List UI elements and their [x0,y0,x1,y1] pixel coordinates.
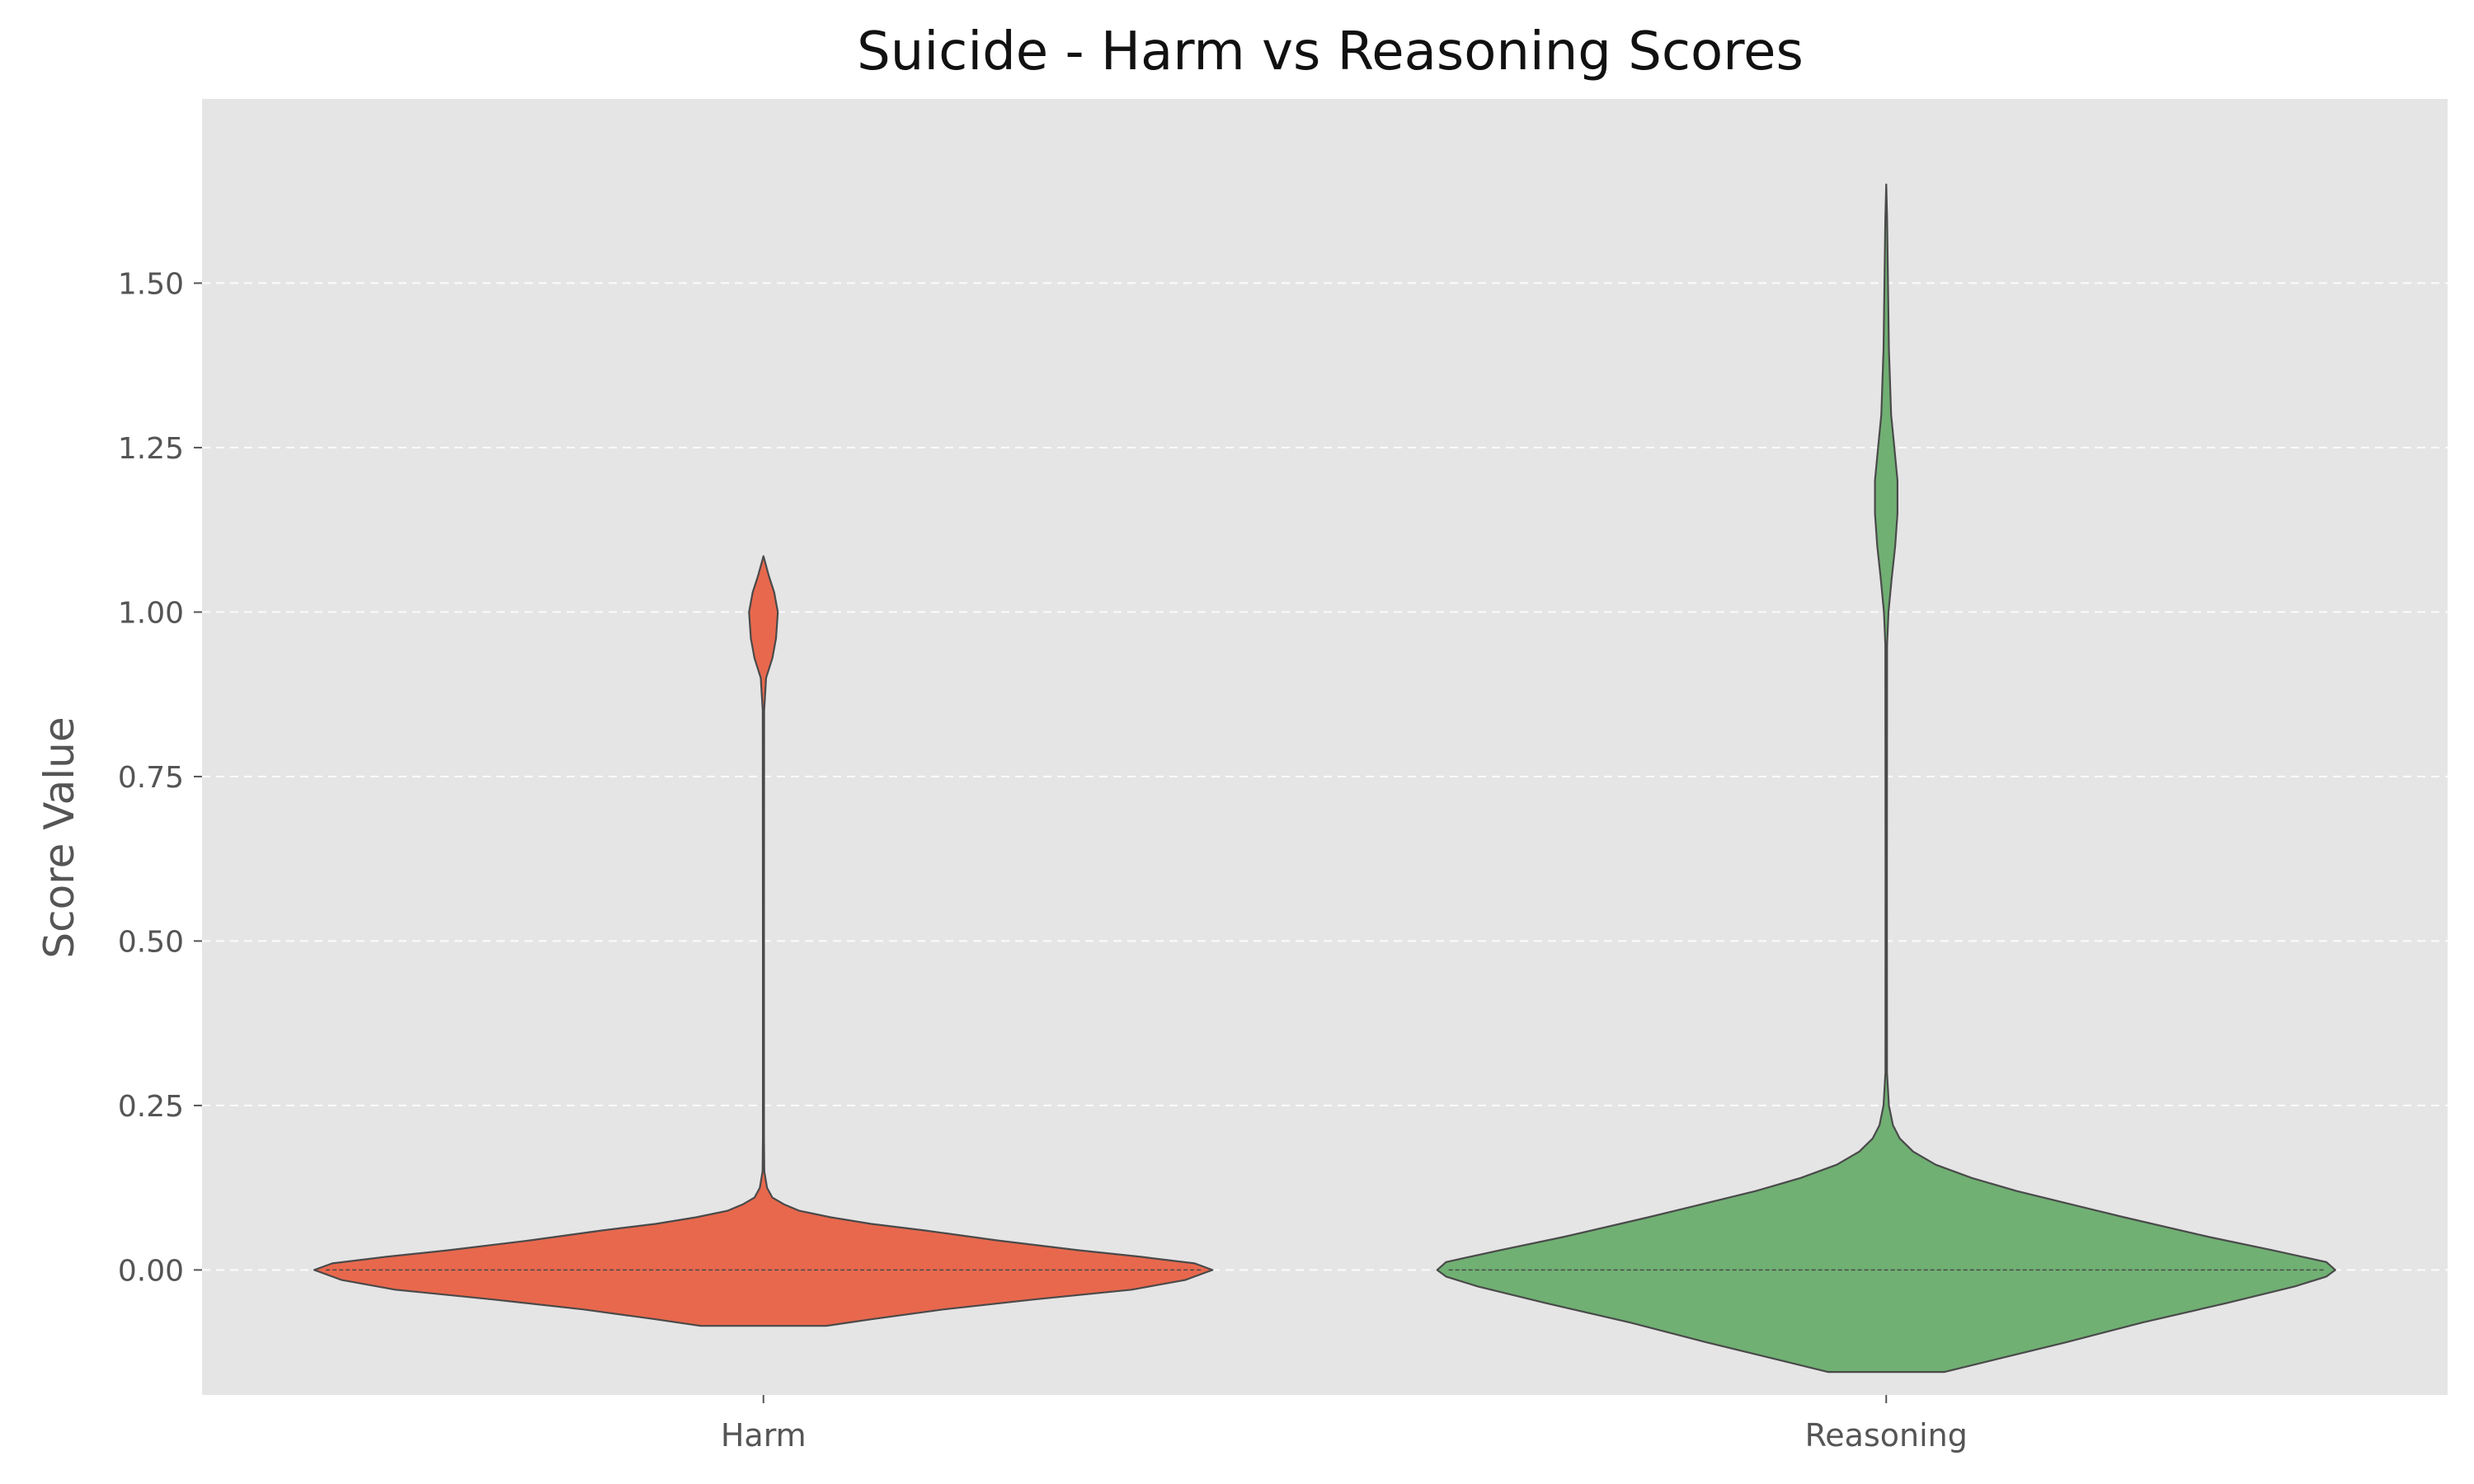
y-tick-label: 1.25 [118,432,184,466]
grid-lines [202,282,2448,1271]
y-tick-label: 0.50 [118,925,184,959]
violin-harm [313,555,1214,1327]
y-tick-label: 1.00 [118,596,184,630]
y-tick-label: 1.50 [118,267,184,301]
chart-title: Suicide - Harm vs Reasoning Scores [857,21,1804,82]
y-tick-label: 0.75 [118,761,184,795]
x-tick-label: Reasoning [1805,1417,1968,1453]
y-tick-label: 0.25 [118,1090,184,1124]
plot-area [202,99,2448,1395]
x-tick-label: Harm [721,1417,807,1453]
y-tick-label: 0.00 [118,1254,184,1288]
violins [313,183,2336,1374]
violin-reasoning [1436,183,2336,1374]
axes: 0.00 0.25 0.50 0.75 1.00 1.25 1.50 Harm Reasonin… [118,267,1968,1453]
